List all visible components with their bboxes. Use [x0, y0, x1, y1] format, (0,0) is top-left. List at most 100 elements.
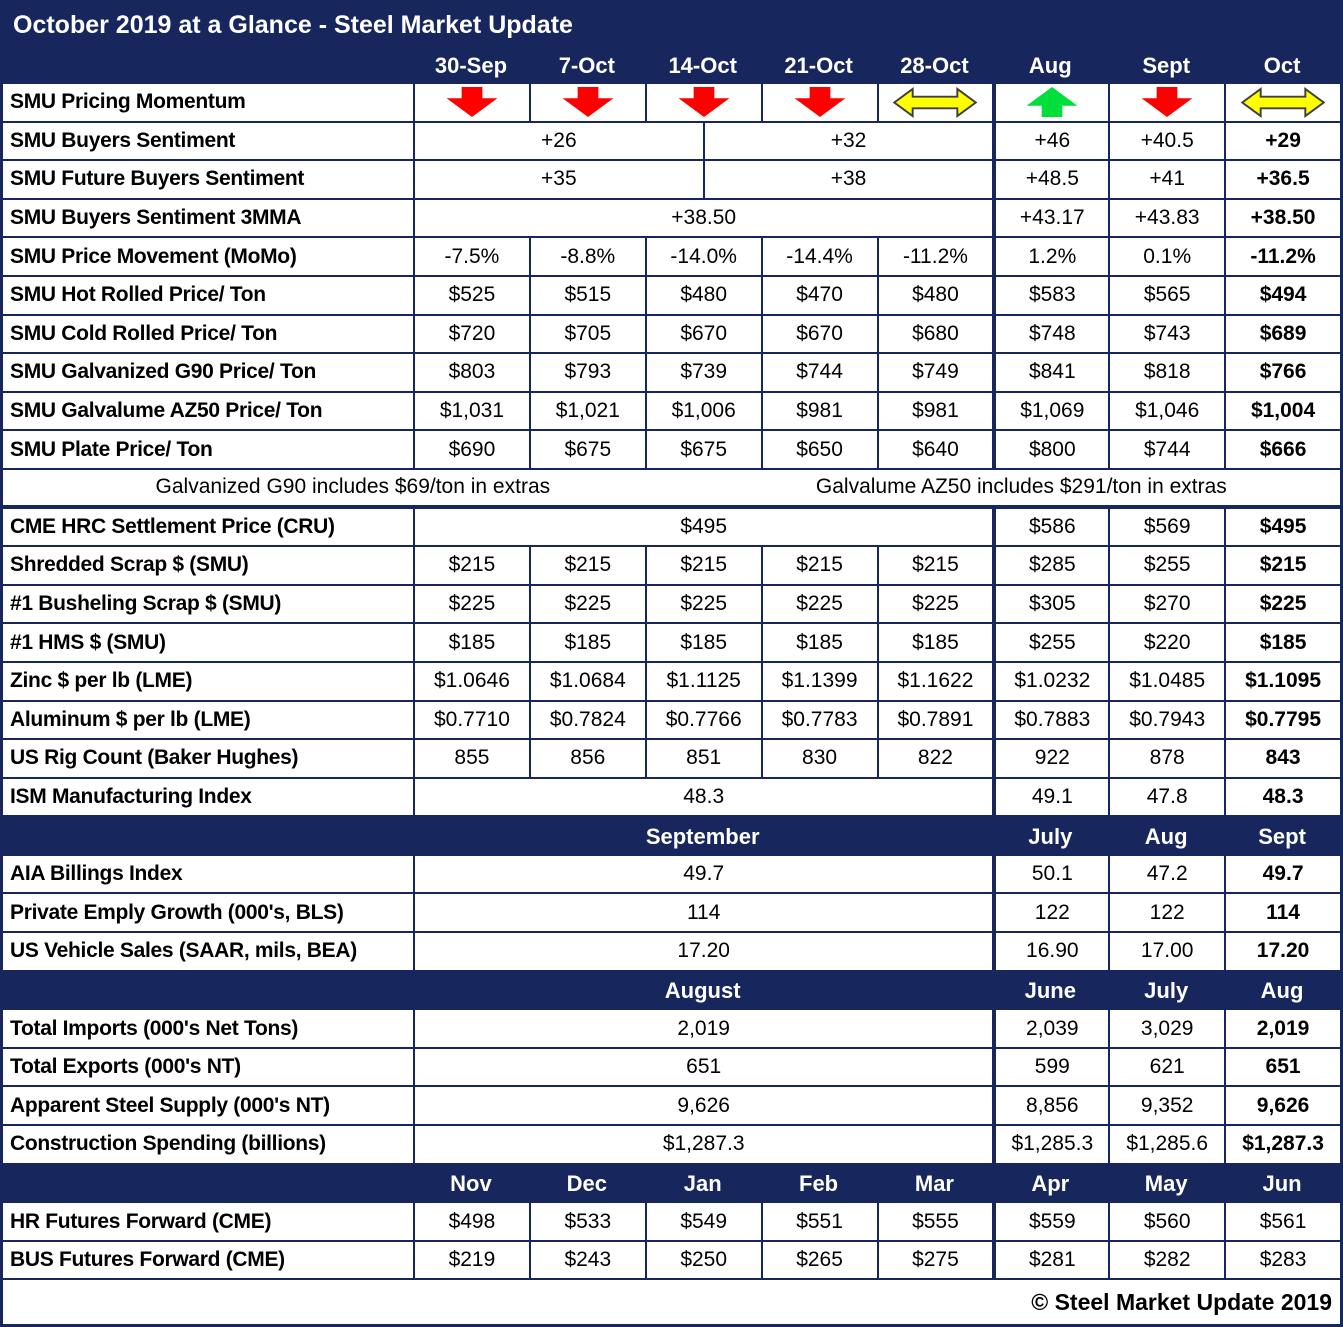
momentum-cell: [528, 84, 645, 121]
cme-hrc-settlement-price-cru-row: CME HRC Settlement Price (CRU) $495 $586 $5…: [3, 508, 1340, 548]
column-header-cell: 30-Sep: [434, 52, 508, 78]
value-cell: $270: [1108, 585, 1224, 623]
value-cell: $670: [760, 315, 877, 353]
copyright-footer: © Steel Market Update 2019: [3, 1280, 1340, 1324]
column-header-row: 30-Sep 7-Oct 14-Oct 21-Oct 28-Oct Aug Sept Oct: [3, 47, 1340, 84]
row-label: SMU Future Buyers Sentiment: [10, 167, 305, 191]
value-cell: 822: [876, 740, 993, 777]
value-cell: $818: [1108, 354, 1224, 391]
column-header-cell: August: [664, 977, 741, 1003]
value-cell: 9,352: [1108, 1087, 1224, 1125]
empty-corner-cell: [3, 47, 413, 84]
value-cell: +29: [1224, 122, 1340, 160]
row-label: US Rig Count (Baker Hughes): [10, 746, 299, 770]
page-title: October 2019 at a Glance - Steel Market …: [3, 3, 1340, 47]
value-cell: $1,069: [992, 392, 1108, 430]
momentum-cell: [876, 84, 993, 121]
column-header-cell: July: [1028, 823, 1073, 849]
value-cell: $495: [413, 508, 992, 546]
row-label: CME HRC Settlement Price (CRU): [10, 514, 335, 538]
value-cell: 17.20: [413, 933, 992, 970]
apparent-steel-supply-000-s-nt-row: Apparent Steel Supply (000's NT) 9,626 8,8…: [3, 1087, 1340, 1127]
momentum-sideways-icon: [893, 86, 978, 118]
value-cell: $640: [876, 431, 993, 468]
column-header-cell: Feb: [799, 1170, 839, 1196]
value-cell: $255: [992, 624, 1108, 661]
value-cell: $551: [760, 1203, 877, 1240]
value-cell: $0.7943: [1108, 701, 1224, 739]
value-cell: $1,287.3: [413, 1126, 992, 1163]
column-header-cell: 28-Oct: [900, 52, 969, 78]
value-cell: 651: [413, 1048, 992, 1086]
value-cell: $560: [1108, 1203, 1224, 1240]
row-label: ISM Manufacturing Index: [10, 784, 252, 808]
row-label: SMU Pricing Momentum: [10, 90, 246, 114]
value-cell: $225: [644, 585, 761, 623]
row-label: SMU Cold Rolled Price/ Ton: [10, 321, 278, 345]
shredded-scrap-smu-row: Shredded Scrap $ (SMU) $215 $215 $215 $215 $2…: [3, 547, 1340, 586]
row-label: Shredded Scrap $ (SMU): [10, 553, 249, 577]
value-cell: $494: [1224, 276, 1340, 314]
value-cell: +48.5: [992, 161, 1108, 198]
value-cell: $766: [1224, 354, 1340, 391]
value-cell: $689: [1224, 315, 1340, 353]
row-label: BUS Futures Forward (CME): [10, 1248, 285, 1272]
value-cell: $803: [413, 354, 529, 391]
value-cell: 621: [1108, 1048, 1224, 1086]
value-cell: +38: [702, 161, 993, 198]
value-cell: 856: [528, 740, 645, 777]
value-cell: $480: [644, 276, 761, 314]
value-cell: $225: [1224, 585, 1340, 623]
column-header-cell: Mar: [914, 1170, 954, 1196]
value-cell: 17.00: [1108, 933, 1224, 970]
value-cell: $0.7783: [760, 701, 877, 739]
value-cell: 48.3: [1224, 778, 1340, 816]
value-cell: -14.4%: [760, 238, 877, 275]
value-cell: $498: [413, 1203, 529, 1240]
value-cell: $480: [876, 276, 993, 314]
value-cell: $1,006: [644, 392, 761, 430]
momentum-cell: [760, 84, 877, 121]
value-cell: $670: [644, 315, 761, 353]
momentum-cell: [1108, 84, 1224, 121]
row-label: Aluminum $ per lb (LME): [10, 707, 251, 731]
value-cell: $275: [876, 1241, 993, 1279]
value-cell: +43.17: [992, 199, 1108, 237]
value-cell: 47.2: [1108, 855, 1224, 893]
value-cell: $0.7883: [992, 701, 1108, 739]
column-header-cell: Dec: [566, 1170, 607, 1196]
smu-buyers-sentiment-3mma-row: SMU Buyers Sentiment 3MMA +38.50 +43.17 +43…: [3, 199, 1340, 239]
column-header-cell: 7-Oct: [558, 52, 615, 78]
value-cell: $749: [876, 354, 993, 391]
us-rig-count-baker-hughes-row: US Rig Count (Baker Hughes) 855 856 851 830 8…: [3, 740, 1340, 779]
month-band-september: September July Aug Sept: [3, 817, 1340, 856]
value-cell: $559: [992, 1203, 1108, 1240]
value-cell: +36.5: [1224, 161, 1340, 198]
value-cell: $185: [1224, 624, 1340, 661]
zinc-per-lb-lme-row: Zinc $ per lb (LME) $1.0646 $1.0684 $1.1125…: [3, 662, 1340, 702]
value-cell: $220: [1108, 624, 1224, 661]
value-cell: $243: [528, 1241, 645, 1279]
row-label: Private Emply Growth (000's, BLS): [10, 900, 344, 924]
momentum-down-icon: [446, 87, 498, 118]
value-cell: $185: [528, 624, 645, 661]
value-cell: $185: [760, 624, 877, 661]
smu-galvanized-g90-price-ton-row: SMU Galvanized G90 Price/ Ton $803 $793 $73…: [3, 354, 1340, 393]
value-cell: $1.1622: [876, 662, 993, 700]
value-cell: 2,039: [992, 1010, 1108, 1047]
value-cell: $283: [1224, 1241, 1340, 1279]
row-label: HR Futures Forward (CME): [10, 1209, 272, 1233]
note-cell: Galvalume AZ50 includes $291/ton in extr…: [815, 475, 1227, 499]
row-label: AIA Billings Index: [10, 862, 183, 886]
value-cell: +43.83: [1108, 199, 1224, 237]
value-cell: 49.7: [1224, 855, 1340, 893]
value-cell: -14.0%: [644, 238, 761, 275]
value-cell: 1.2%: [992, 238, 1108, 275]
value-cell: $744: [760, 354, 877, 391]
smu-galvalume-az50-price-ton-row: SMU Galvalume AZ50 Price/ Ton $1,031 $1,02…: [3, 392, 1340, 432]
construction-spending-billions-row: Construction Spending (billions) $1,287.3…: [3, 1126, 1340, 1165]
1-busheling-scrap-smu-row: #1 Busheling Scrap $ (SMU) $225 $225 $225 $2…: [3, 585, 1340, 625]
value-cell: $739: [644, 354, 761, 391]
value-cell: $285: [992, 547, 1108, 584]
column-header-cell: Jan: [683, 1170, 722, 1196]
